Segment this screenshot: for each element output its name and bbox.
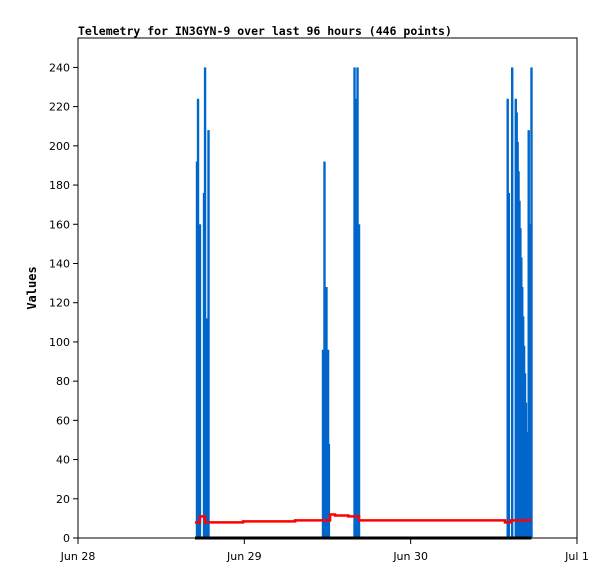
data-bar [507, 192, 511, 538]
series-line [195, 513, 532, 524]
y-axis-label: Values [25, 266, 39, 309]
y-tick-label: 20 [56, 493, 70, 506]
y-tick-label: 0 [63, 532, 70, 545]
y-tick-label: 240 [49, 61, 70, 74]
data-bar [357, 224, 361, 538]
y-tick-label: 180 [49, 179, 70, 192]
data-bar [325, 287, 328, 538]
y-tick-label: 120 [49, 297, 70, 310]
y-tick-label: 60 [56, 414, 70, 427]
data-bar [321, 349, 325, 538]
y-tick-label: 160 [49, 218, 70, 231]
x-tick-label: Jun 30 [392, 550, 428, 563]
data-bar [356, 67, 359, 538]
data-bar [323, 161, 326, 538]
data-bar [510, 67, 514, 538]
data-bar [327, 443, 331, 538]
chart-title: Telemetry for IN3GYN-9 over last 96 hour… [78, 24, 452, 38]
x-tick-label: Jun 28 [60, 550, 96, 563]
y-tick-label: 80 [56, 375, 70, 388]
data-bar [198, 224, 202, 538]
y-tick-label: 40 [56, 454, 70, 467]
y-tick-label: 200 [49, 140, 70, 153]
data-bar [530, 67, 533, 538]
y-tick-label: 100 [49, 336, 70, 349]
data-bar [207, 130, 210, 538]
data-bar [205, 318, 209, 538]
data-bar [353, 67, 356, 538]
x-tick-label: Jul 1 [564, 550, 589, 563]
y-tick-label: 140 [49, 257, 70, 270]
data-bar [203, 67, 207, 538]
y-tick-label: 220 [49, 101, 70, 114]
data-bar [354, 98, 358, 539]
x-tick-label: Jun 29 [226, 550, 262, 563]
data-bar [196, 98, 200, 539]
